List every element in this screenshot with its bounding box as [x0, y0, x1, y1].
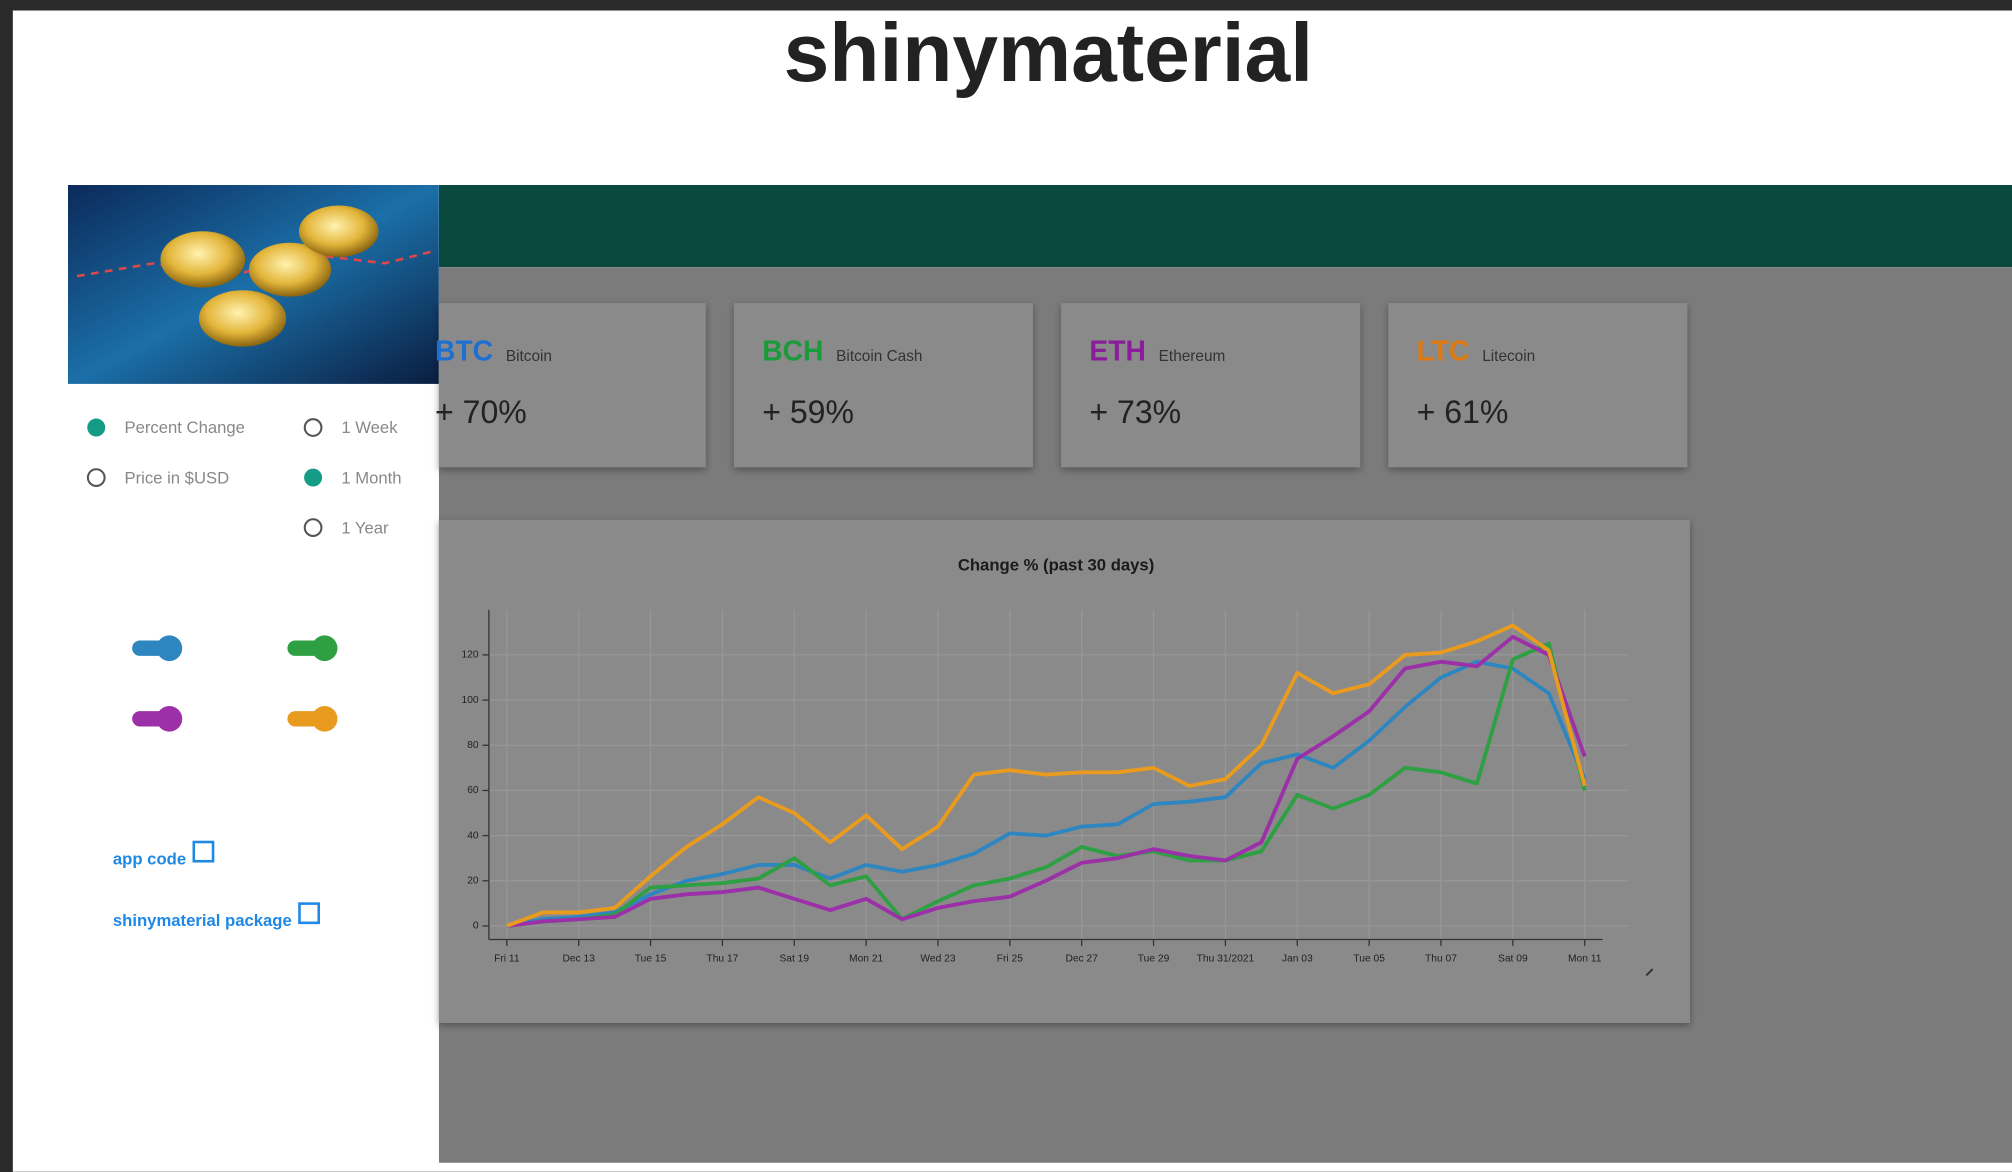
- x-tick-label: Sat 19: [779, 953, 809, 964]
- card-change: + 70%: [435, 394, 527, 430]
- x-tick-label: Mon 11: [1568, 953, 1602, 964]
- y-tick-label: 20: [467, 875, 479, 886]
- card: [1388, 303, 1687, 467]
- card-change: + 61%: [1417, 394, 1509, 430]
- radio-selected[interactable]: [87, 419, 105, 437]
- y-tick-label: 60: [467, 785, 479, 796]
- x-tick-label: Jan 03: [1282, 953, 1313, 964]
- card-name: Bitcoin: [506, 348, 552, 365]
- y-tick-label: 100: [462, 695, 479, 706]
- external-link[interactable]: shinymaterial package: [113, 911, 292, 930]
- series-toggle-knob[interactable]: [312, 635, 338, 661]
- x-tick-label: Dec 27: [1065, 953, 1098, 964]
- card-name: Litecoin: [1482, 348, 1535, 365]
- x-tick-label: Thu 07: [1425, 953, 1457, 964]
- y-tick-label: 40: [467, 830, 479, 841]
- series-toggle-knob[interactable]: [157, 635, 183, 661]
- screen: shinymaterial Percent Change Price in $US…: [0, 0, 2012, 1172]
- x-tick-label: Wed 23: [920, 953, 955, 964]
- y-tick-label: 0: [473, 921, 479, 932]
- x-tick-label: Sat 09: [1498, 953, 1528, 964]
- x-tick-label: Thu 31/2021: [1197, 953, 1255, 964]
- body: {"header": {"title": "shinymaterial"}, "…: [0, 0, 2012, 1172]
- card: [439, 303, 706, 467]
- x-tick-label: Thu 17: [706, 953, 738, 964]
- radio-selected[interactable]: [304, 469, 322, 487]
- x-tick-label: Tue 05: [1353, 953, 1385, 964]
- x-tick-label: Dec 13: [562, 953, 595, 964]
- x-tick-label: Mon 21: [849, 953, 883, 964]
- x-tick-label: Fri 11: [494, 953, 520, 964]
- card-symbol: ETH: [1089, 335, 1145, 367]
- app-header: [439, 185, 2012, 267]
- y-tick-label: 80: [467, 740, 479, 751]
- card-symbol: LTC: [1417, 335, 1470, 367]
- chart-card: [439, 520, 1690, 1023]
- chart-title: Change % (past 30 days): [958, 556, 1154, 575]
- card-change: + 73%: [1089, 394, 1181, 430]
- radio-label: 1 Week: [341, 418, 398, 437]
- external-link[interactable]: app code: [113, 849, 186, 868]
- x-tick-label: Tue 29: [1138, 953, 1170, 964]
- series-toggle-knob[interactable]: [312, 706, 338, 732]
- page: shinymaterial html, body { margin: 0; pa…: [0, 0, 2012, 1172]
- radio-label: 1 Month: [341, 468, 401, 487]
- card: [734, 303, 1033, 467]
- card-name: Bitcoin Cash: [836, 348, 922, 365]
- summary-cards: BTC Bitcoin + 70% BCH Bitcoin Cash + 59% ETH Et…: [435, 303, 1687, 467]
- radio-label: Percent Change: [124, 418, 244, 437]
- radio-label: 1 Year: [341, 518, 389, 537]
- series-toggle-knob[interactable]: [157, 706, 183, 732]
- radio-label: Price in $USD: [124, 468, 229, 487]
- card-symbol: BCH: [762, 335, 823, 367]
- card-name: Ethereum: [1159, 348, 1226, 365]
- y-tick-label: 120: [462, 650, 479, 661]
- card-symbol: BTC: [435, 335, 493, 367]
- sidebar-image: [68, 185, 439, 384]
- card-change: + 59%: [762, 394, 854, 430]
- page-title: shinymaterial: [784, 8, 1313, 99]
- x-tick-label: Fri 25: [997, 953, 1024, 964]
- x-tick-label: Tue 15: [635, 953, 667, 964]
- card: [1061, 303, 1360, 467]
